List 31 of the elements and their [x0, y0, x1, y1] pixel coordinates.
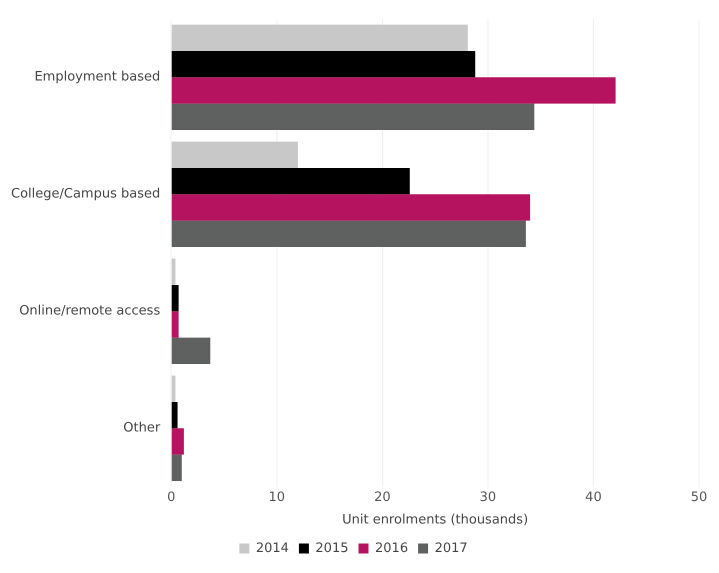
bar: [172, 142, 298, 168]
bar: [172, 338, 210, 364]
x-tick-label: 0: [167, 490, 176, 505]
x-tick-label: 20: [374, 490, 391, 505]
bar: [172, 220, 526, 247]
y-tick-label: College/Campus based: [10, 186, 160, 202]
bar: [172, 168, 410, 194]
bar: [172, 402, 178, 428]
bar: [172, 50, 476, 78]
legend-label: 2017: [434, 540, 468, 556]
bar: [172, 428, 184, 455]
legend-label: 2016: [375, 540, 408, 556]
y-tick-label: Employment based: [34, 70, 160, 85]
bar: [172, 454, 182, 481]
x-tick-label: 10: [268, 490, 286, 505]
bar: [172, 311, 179, 338]
bar: [172, 104, 534, 130]
x-tick-label: 40: [585, 490, 602, 505]
bar: [172, 77, 616, 104]
bar: [172, 194, 530, 221]
bar: [172, 376, 176, 402]
bar: [172, 258, 176, 285]
x-tick-label: 50: [690, 490, 708, 505]
bar: [172, 24, 468, 51]
legend-label: 2014: [256, 540, 289, 556]
x-axis-title: Unit enrolments (thousands): [342, 512, 528, 528]
legend-label: 2015: [315, 540, 349, 556]
bar: [172, 284, 179, 312]
y-tick-label: Other: [123, 420, 161, 436]
y-tick-label: Online/remote access: [19, 304, 160, 319]
x-tick-label: 30: [480, 490, 496, 505]
